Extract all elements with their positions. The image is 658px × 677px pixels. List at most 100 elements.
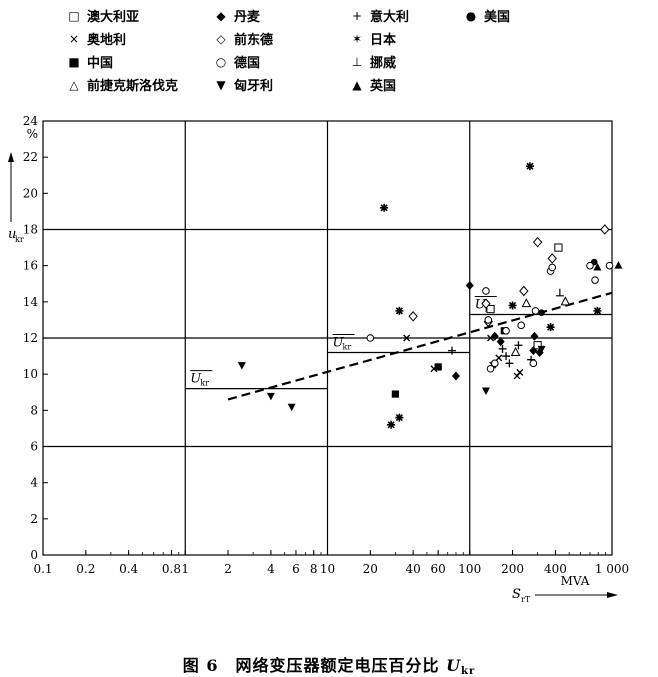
data-point — [593, 306, 602, 315]
data-point — [380, 203, 389, 212]
data-point — [517, 321, 526, 330]
legend-marker-icon: ▲ — [352, 77, 362, 92]
data-point — [560, 296, 571, 306]
legend-label: 中国 — [87, 56, 114, 71]
y-axis-var: u — [8, 227, 16, 242]
data-point — [287, 403, 296, 412]
data-point — [366, 334, 375, 342]
data-point — [532, 236, 543, 248]
x-tick-label: 1 000 — [595, 562, 629, 576]
legend-item: ▼ 匈牙利 — [212, 75, 273, 95]
legend-label: 德国 — [234, 56, 261, 71]
x-tick-label: 200 — [501, 562, 524, 576]
caption-prefix: 图 6 网络变压器额定电压百分比 — [182, 656, 447, 675]
x-tick-label: 0.8 — [162, 562, 181, 576]
data-point — [547, 253, 557, 264]
data-point — [548, 263, 557, 272]
y-tick-label: 12 — [23, 331, 38, 345]
data-point — [465, 281, 474, 291]
data-point — [487, 334, 494, 342]
data-point — [447, 346, 456, 355]
data-point — [555, 288, 564, 297]
legend-item: ✶ 日本 — [348, 29, 396, 49]
y-tick-label: 2 — [30, 512, 38, 526]
y-tick-label: 4 — [30, 476, 38, 490]
x-tick-label: 400 — [544, 562, 567, 576]
x-tick-label: 4 — [267, 562, 275, 576]
y-tick-label: 6 — [30, 440, 38, 454]
legend-marker-icon: ▼ — [216, 77, 226, 92]
legend-item: ▲ 英国 — [348, 75, 396, 95]
legend-marker-icon: + — [351, 8, 363, 23]
legend-marker-icon: □ — [68, 8, 80, 23]
y-tick-label: 22 — [23, 150, 38, 164]
legend-marker-icon: ◆ — [216, 8, 226, 23]
legend-item: □ 澳大利亚 — [65, 6, 139, 26]
legend-label: 挪威 — [370, 56, 397, 71]
data-point — [537, 345, 546, 354]
x-tick-label: 40 — [406, 562, 421, 576]
data-point — [514, 341, 523, 350]
data-point — [486, 364, 495, 373]
data-point — [481, 298, 491, 309]
trend-line — [227, 291, 613, 401]
data-point — [529, 359, 538, 368]
data-point — [395, 306, 404, 315]
caption-sub: kr — [461, 666, 476, 677]
x-tick-label: 6 — [292, 562, 300, 576]
x-tick-label: 0.1 — [33, 562, 52, 576]
data-point — [484, 316, 493, 324]
data-point — [496, 337, 505, 347]
data-point — [519, 285, 529, 297]
x-tick-label: 2 — [224, 562, 232, 576]
y-axis-arrowhead — [8, 152, 14, 162]
x-tick-label: 0.4 — [119, 562, 138, 576]
data-point — [521, 298, 532, 308]
data-point — [490, 331, 499, 341]
x-tick-label: 20 — [363, 562, 378, 576]
data-point — [387, 420, 396, 429]
legend-label: 前捷克斯洛伐克 — [87, 79, 179, 94]
legend-item: + 意大利 — [348, 6, 410, 26]
data-point — [531, 307, 540, 315]
legend-marker-icon: × — [68, 31, 80, 46]
x-axis-sub: rT — [521, 595, 531, 604]
mean-label-sub: kr — [200, 379, 209, 388]
data-point — [530, 331, 539, 341]
data-point — [605, 261, 614, 270]
x-tick-label: 8 — [310, 562, 318, 576]
data-point — [490, 359, 499, 368]
data-point — [554, 243, 563, 252]
x-tick-label: 60 — [431, 562, 446, 576]
data-point — [451, 371, 460, 381]
data-point — [546, 323, 555, 332]
legend-marker-icon: ○ — [215, 54, 227, 69]
data-point — [593, 262, 602, 271]
y-unit-label: % — [27, 127, 38, 141]
data-point — [510, 346, 521, 356]
legend-item: ◇ 前东德 — [212, 29, 273, 49]
x-tick-label: 100 — [458, 562, 481, 576]
x-tick-label: 1 — [181, 562, 189, 576]
data-point — [482, 287, 490, 295]
x-tick-label: 10 — [320, 562, 335, 576]
y-axis-label: ukr — [8, 152, 24, 244]
data-point — [403, 334, 411, 342]
legend-label: 意大利 — [370, 10, 410, 25]
caption-var: U — [446, 656, 462, 675]
legend-label: 丹麦 — [234, 10, 261, 25]
data-point — [434, 363, 442, 371]
mean-label-sub: kr — [343, 342, 352, 351]
data-point — [529, 346, 538, 356]
data-point — [505, 359, 514, 368]
y-axis-sub: kr — [15, 235, 24, 244]
mean-label-var: U — [333, 335, 345, 350]
legend-marker-icon: △ — [69, 77, 79, 92]
data-point — [502, 352, 511, 361]
legend-marker-icon: ◇ — [216, 31, 226, 46]
y-tick-label: 20 — [23, 186, 38, 200]
data-point — [266, 392, 275, 401]
